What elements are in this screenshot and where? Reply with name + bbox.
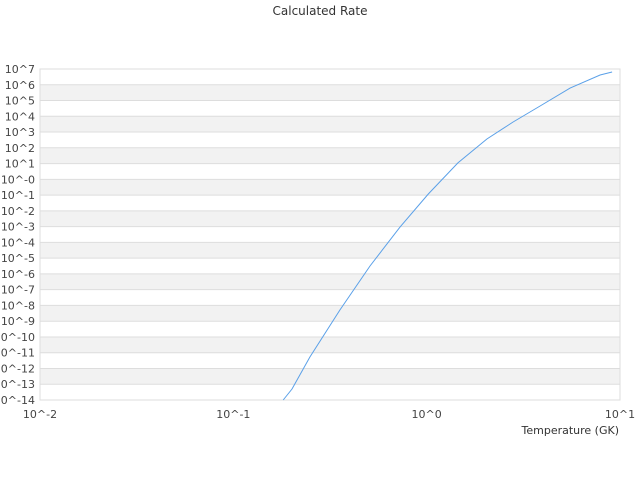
grid-band <box>40 226 620 243</box>
y-tick-label: 10^-2 <box>1 205 35 218</box>
grid-band <box>40 179 620 196</box>
y-tick-label: 10^-14 <box>0 394 35 407</box>
y-tick-label: 10^-4 <box>1 236 35 249</box>
x-axis-label: Temperature (GK) <box>521 424 620 437</box>
grid-band <box>40 195 620 211</box>
grid-band <box>40 336 620 353</box>
x-tick-label: 10^-1 <box>216 408 250 421</box>
grid-band <box>40 210 620 227</box>
x-tick-label: 10^-2 <box>23 408 57 421</box>
rate-series-line <box>282 71 613 401</box>
grid-band <box>40 258 620 274</box>
x-tick-label: 10^1 <box>605 408 635 421</box>
y-tick-label: 10^-11 <box>0 347 35 360</box>
grid-band <box>40 163 620 180</box>
y-tick-label: 10^-13 <box>0 378 35 391</box>
y-tick-label: 10^5 <box>5 95 35 108</box>
y-tick-label: 10^4 <box>5 110 35 123</box>
y-tick-label: 10^-6 <box>1 268 35 281</box>
y-tick-label: 10^2 <box>5 142 35 155</box>
grid-band <box>40 321 620 337</box>
y-tick-label: 10^-9 <box>1 315 35 328</box>
y-tick-label: 10^-3 <box>1 221 35 234</box>
y-tick-label: 10^-7 <box>1 284 35 297</box>
y-tick-label: 10^-12 <box>0 362 35 375</box>
grid-band <box>40 69 620 85</box>
y-tick-label: 10^7 <box>5 63 35 76</box>
grid-band <box>40 273 620 290</box>
grid-band <box>40 289 620 306</box>
y-tick-label: 10^-5 <box>1 252 35 265</box>
grid-band <box>40 368 620 385</box>
y-tick-label: 10^-1 <box>1 189 35 202</box>
grid-band <box>40 84 620 101</box>
grid-band <box>40 147 620 164</box>
grid-band <box>40 305 620 322</box>
grid-band <box>40 242 620 259</box>
grid-band <box>40 352 620 369</box>
y-tick-label: 10^-10 <box>0 331 35 344</box>
chart-title: Calculated Rate <box>272 4 368 18</box>
y-tick-label: 10^-8 <box>1 299 35 312</box>
y-tick-label: 10^1 <box>5 158 35 171</box>
y-tick-label: 10^6 <box>5 79 35 92</box>
y-tick-label: 10^-0 <box>1 173 35 186</box>
y-tick-label: 10^3 <box>5 126 35 139</box>
x-tick-label: 10^0 <box>412 408 442 421</box>
plot-border <box>39 68 621 401</box>
grid-band <box>40 116 620 133</box>
grid-band <box>40 132 620 148</box>
grid-band <box>40 100 620 117</box>
grid-band <box>40 384 620 400</box>
